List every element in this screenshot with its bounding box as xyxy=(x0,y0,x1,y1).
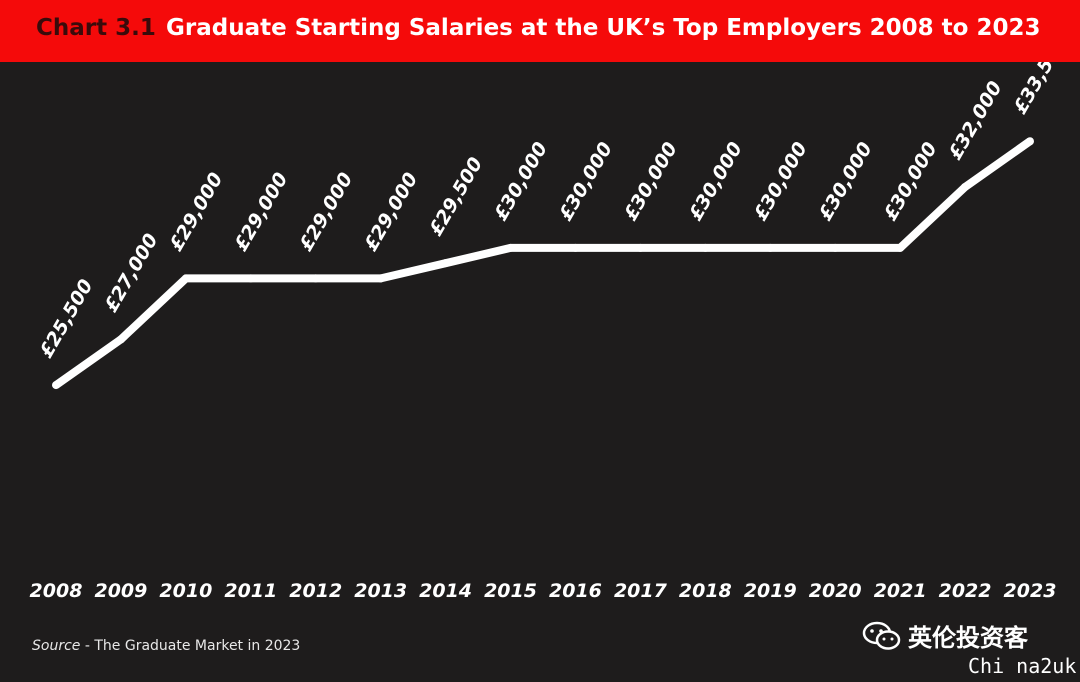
x-tick-label: 2022 xyxy=(939,580,992,602)
data-point xyxy=(506,243,515,252)
x-tick-label: 2009 xyxy=(94,580,147,602)
data-point xyxy=(571,243,580,252)
data-point xyxy=(701,243,710,252)
data-label: £30,000 xyxy=(620,138,682,224)
data-label: £29,000 xyxy=(165,169,227,255)
data-label: £33,500 xyxy=(1009,62,1071,118)
data-label: £25,500 xyxy=(35,276,97,362)
source-label: Source xyxy=(32,638,81,654)
data-label: £32,000 xyxy=(944,78,1006,164)
data-point xyxy=(961,182,970,191)
data-point xyxy=(181,274,190,283)
data-label: £29,000 xyxy=(295,169,357,255)
source-note: Source - The Graduate Market in 2023 xyxy=(32,638,300,654)
x-tick-label: 2017 xyxy=(614,580,668,602)
data-point xyxy=(1026,137,1034,146)
data-label: £30,000 xyxy=(879,138,941,224)
x-tick-label: 2016 xyxy=(549,580,602,602)
x-tick-label: 2008 xyxy=(30,580,83,602)
data-point xyxy=(441,259,450,268)
data-label: £29,000 xyxy=(230,169,292,255)
x-tick-label: 2013 xyxy=(354,580,407,602)
line-chart: £25,500 2008 £27,000 2009 £29,000 2010 £29,000… xyxy=(30,62,1072,602)
data-label: £30,000 xyxy=(750,138,812,224)
data-label: £30,000 xyxy=(555,138,617,224)
x-tick-label: 2011 xyxy=(224,580,277,602)
data-point xyxy=(376,274,385,283)
x-tick-label: 2021 xyxy=(874,580,927,602)
data-point xyxy=(636,243,645,252)
x-tick-label: 2012 xyxy=(289,580,342,602)
data-label: £27,000 xyxy=(100,230,162,316)
chart-number: Chart 3.1 xyxy=(36,15,156,41)
data-point xyxy=(766,243,775,252)
watermark-url: Chi na2uk xyxy=(968,654,1077,678)
x-tick-label: 2023 xyxy=(1004,580,1057,602)
watermark-brand: 英伦投资客 xyxy=(862,618,1028,653)
data-point xyxy=(246,274,255,283)
data-label: £29,500 xyxy=(425,154,487,240)
x-tick-label: 2014 xyxy=(419,580,472,602)
data-point xyxy=(52,381,60,390)
data-point xyxy=(311,274,320,283)
data-point xyxy=(116,335,125,344)
data-label: £30,000 xyxy=(685,138,747,224)
data-point xyxy=(831,243,840,252)
data-point xyxy=(896,243,905,252)
chart-header-bar: Chart 3.1 Graduate Starting Salaries at … xyxy=(0,0,1080,62)
chart-title: Graduate Starting Salaries at the UK’s T… xyxy=(166,15,1041,41)
source-text: - The Graduate Market in 2023 xyxy=(80,638,301,654)
x-tick-label: 2020 xyxy=(809,580,862,602)
data-label: £30,000 xyxy=(490,138,552,224)
data-label: £30,000 xyxy=(814,138,876,224)
x-tick-label: 2015 xyxy=(484,580,537,602)
wechat-icon xyxy=(862,621,901,650)
x-tick-label: 2018 xyxy=(679,580,732,602)
data-label: £29,000 xyxy=(360,169,422,255)
x-tick-label: 2019 xyxy=(744,580,797,602)
x-tick-label: 2010 xyxy=(159,580,212,602)
series-line xyxy=(53,137,1033,389)
watermark-brand-text: 英伦投资客 xyxy=(908,624,1028,652)
